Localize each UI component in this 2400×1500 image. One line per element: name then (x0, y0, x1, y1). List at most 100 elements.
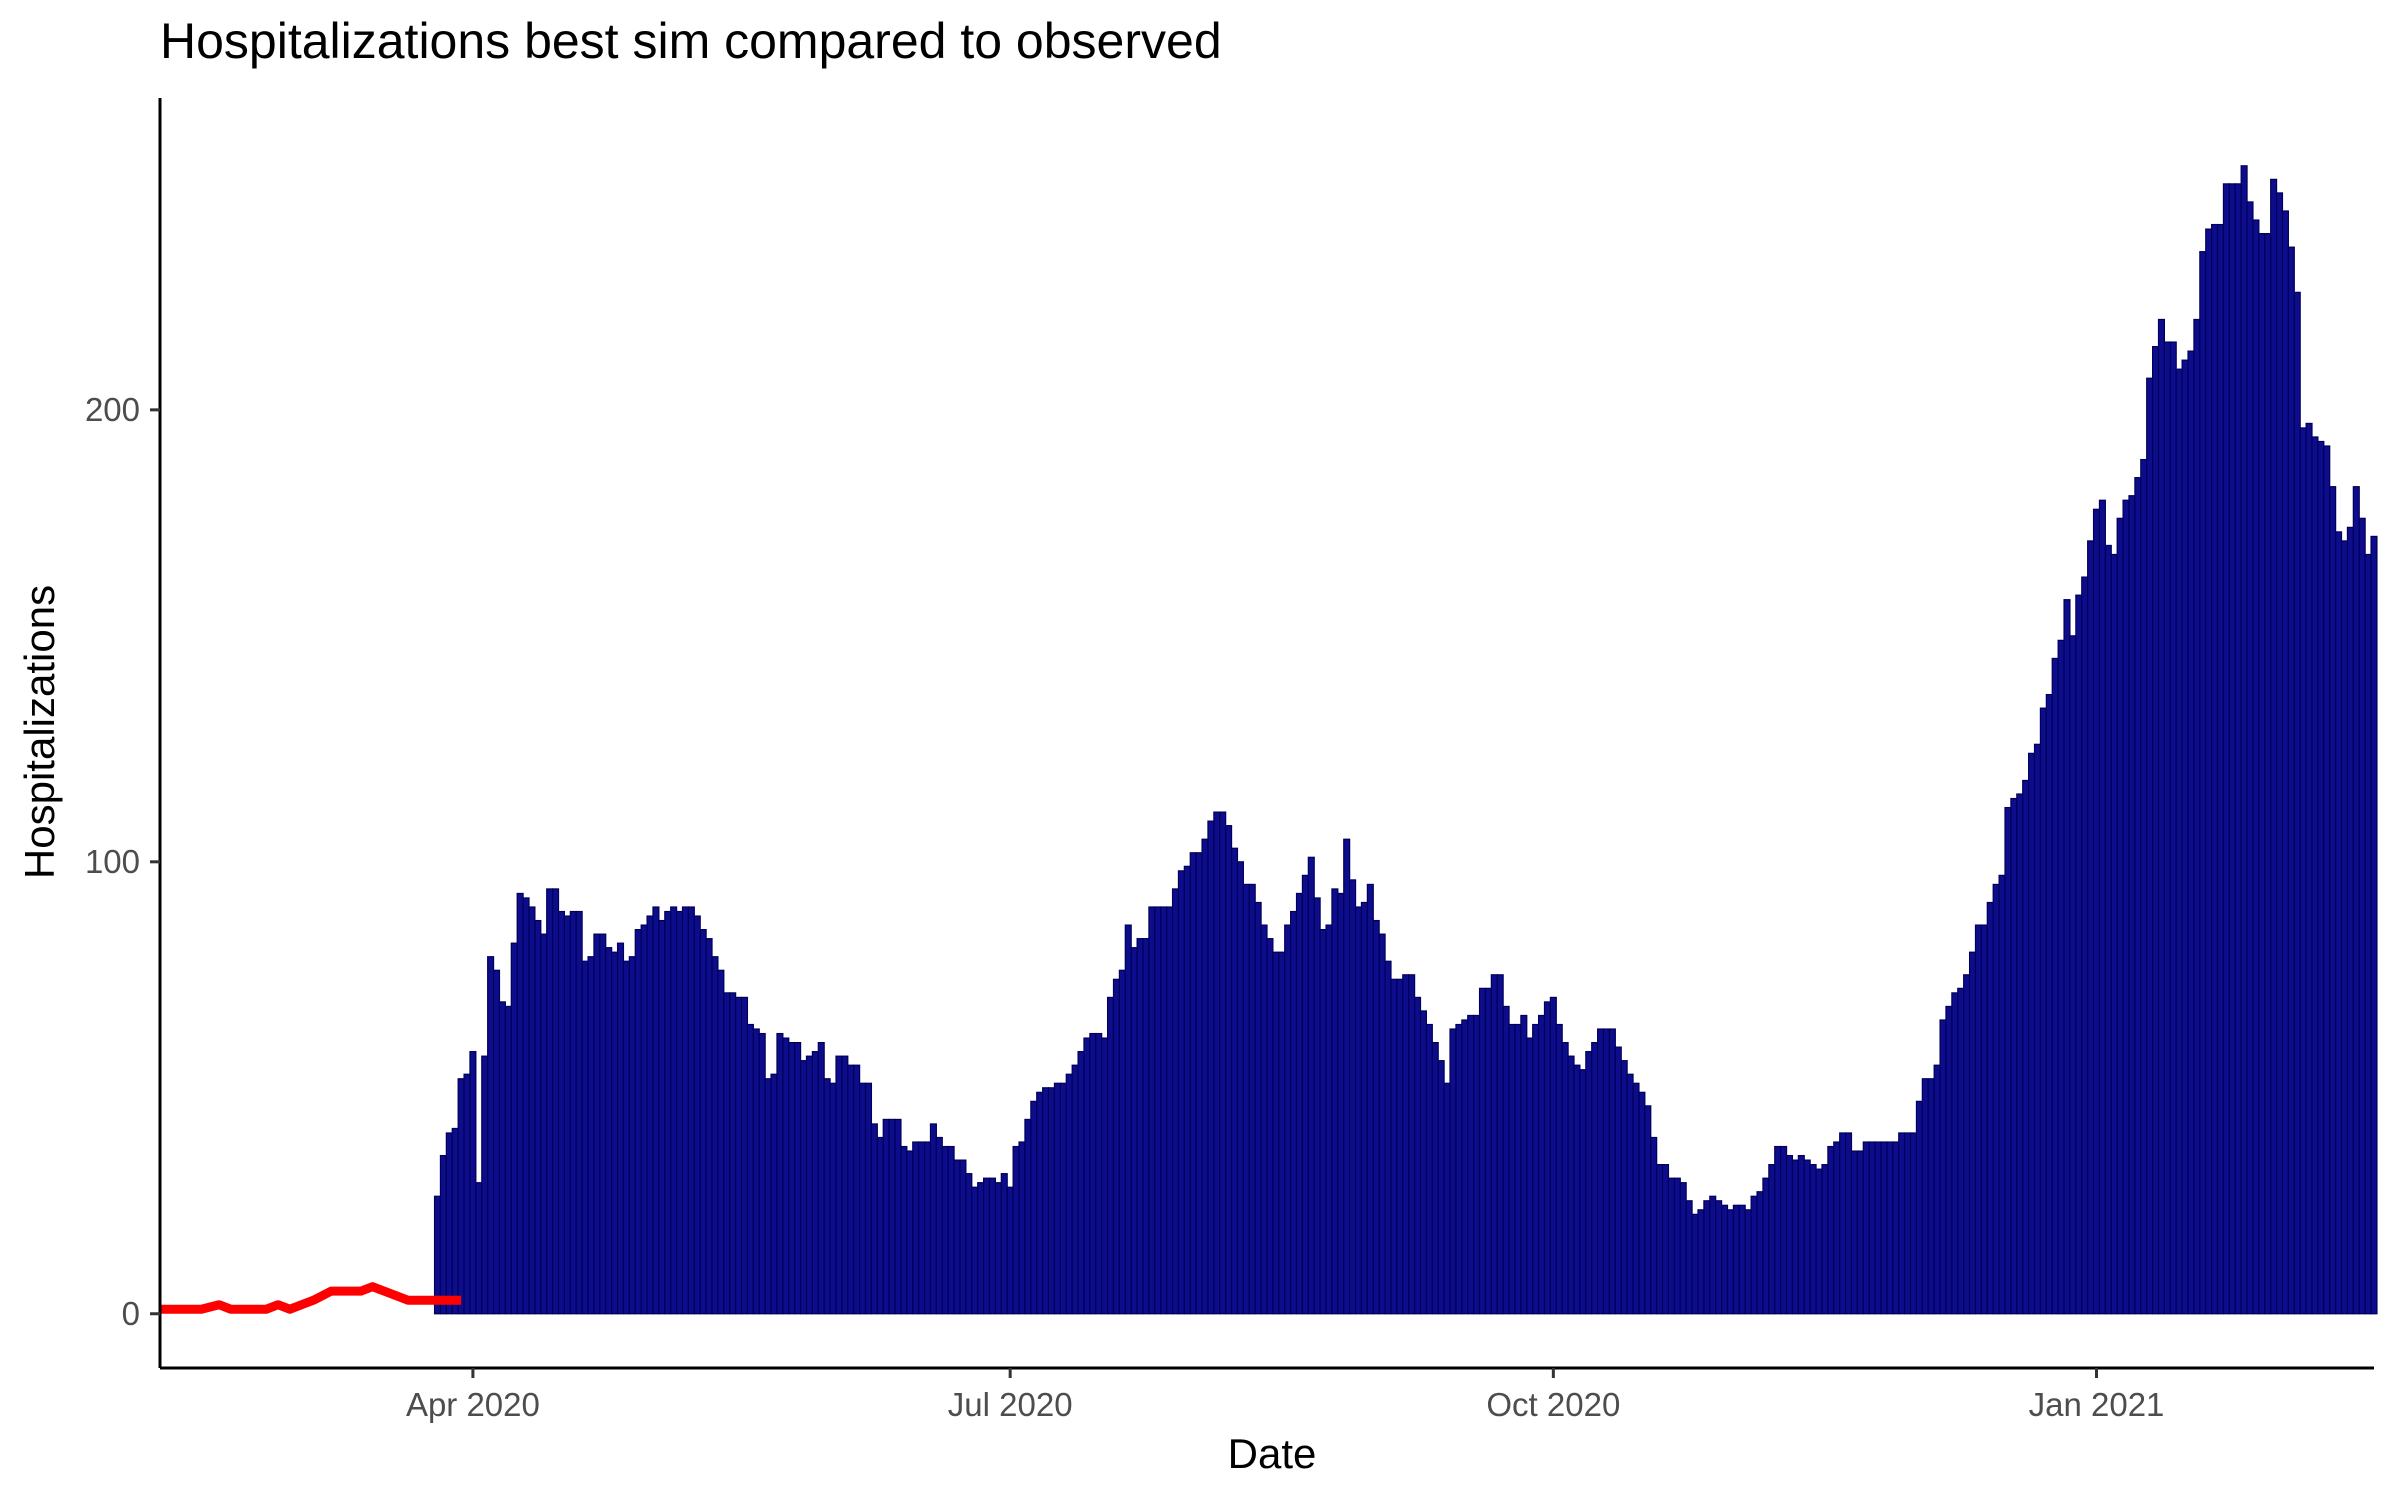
bar (1850, 1150, 1859, 1315)
bar (918, 1141, 926, 1315)
bar (1024, 1118, 1032, 1315)
bar (528, 906, 536, 1315)
bar (1118, 969, 1126, 1315)
bar (711, 956, 719, 1315)
bar (675, 910, 684, 1315)
bar (1366, 883, 1374, 1315)
bar (1703, 1200, 1711, 1315)
bar (829, 1082, 837, 1315)
bar (758, 1032, 766, 1315)
bar (1449, 1028, 1457, 1315)
bar (1077, 1051, 1085, 1315)
bar (988, 1177, 997, 1315)
bar (2152, 345, 2160, 1315)
bar (2033, 743, 2042, 1315)
bar (1833, 1141, 1841, 1315)
bar (2364, 553, 2372, 1315)
bar (481, 1055, 489, 1315)
bar (540, 933, 548, 1315)
bar (1738, 1204, 1746, 1315)
bar (2264, 232, 2272, 1315)
bar (876, 1136, 884, 1315)
bar (605, 947, 613, 1315)
bar (2063, 599, 2071, 1315)
bar (1059, 1082, 1067, 1315)
bar (2335, 531, 2343, 1315)
bar (841, 1055, 849, 1315)
bar (1272, 951, 1280, 1315)
bar (1974, 924, 1982, 1315)
bar (2022, 779, 2030, 1315)
bar (2346, 526, 2354, 1315)
bar (2358, 517, 2366, 1315)
bar (1608, 1028, 1616, 1315)
bar (1774, 1145, 1782, 1315)
bar (658, 919, 666, 1315)
bar (1166, 906, 1174, 1315)
bar (782, 1037, 790, 1315)
bar (1827, 1145, 1835, 1315)
bar (1886, 1141, 1894, 1315)
bar (1502, 1005, 1510, 1315)
bar (463, 1073, 471, 1315)
bar (1579, 1069, 1587, 1315)
bar (1762, 1177, 1770, 1315)
bar (2258, 232, 2266, 1315)
bar (1543, 1001, 1551, 1315)
bar (1230, 847, 1239, 1315)
bar (2181, 359, 2189, 1315)
bar (2098, 499, 2106, 1315)
bar (2016, 793, 2024, 1315)
bar (764, 1078, 772, 1315)
bar (2163, 341, 2171, 1315)
bar (1844, 1132, 1853, 1315)
bar (1154, 906, 1162, 1315)
bar (935, 1136, 943, 1315)
bar (1567, 1055, 1575, 1315)
bar (1390, 978, 1398, 1315)
bar (729, 992, 737, 1315)
bar (1372, 919, 1380, 1315)
bar (2275, 192, 2284, 1315)
bar (670, 906, 678, 1315)
bar (1142, 938, 1150, 1315)
bar (1715, 1200, 1723, 1315)
bar (1968, 951, 1977, 1315)
sim-line-layer (160, 1282, 462, 1314)
bar (953, 1159, 961, 1315)
bar (492, 969, 501, 1315)
bar (882, 1118, 890, 1315)
bar (1484, 987, 1492, 1315)
bar (1602, 1028, 1611, 1315)
bar (1744, 1209, 1752, 1315)
bar (1691, 1213, 1699, 1315)
bar (752, 1028, 760, 1315)
bar (1160, 906, 1168, 1315)
bar (1585, 1051, 1593, 1315)
bar (2352, 486, 2360, 1315)
bar (1980, 924, 1988, 1315)
bar (1349, 879, 1357, 1315)
bar (723, 992, 731, 1315)
bar (1945, 1005, 1953, 1315)
bar (1284, 924, 1292, 1315)
bar (1868, 1141, 1876, 1315)
bar (2252, 219, 2260, 1315)
bar (1343, 838, 1351, 1315)
bar (2110, 553, 2118, 1315)
bar (1750, 1195, 1758, 1315)
bar (1000, 1173, 1008, 1315)
bar (1236, 861, 1244, 1315)
bar (1721, 1204, 1729, 1315)
bar (2222, 183, 2230, 1315)
bar (1821, 1164, 1829, 1315)
bar (2004, 806, 2012, 1315)
bar (2069, 635, 2077, 1315)
bar (1030, 1100, 1038, 1315)
bar (1106, 996, 1115, 1315)
bar (1319, 928, 1327, 1315)
bar (1278, 951, 1286, 1315)
bar (1921, 1078, 1929, 1315)
bar (740, 996, 749, 1315)
